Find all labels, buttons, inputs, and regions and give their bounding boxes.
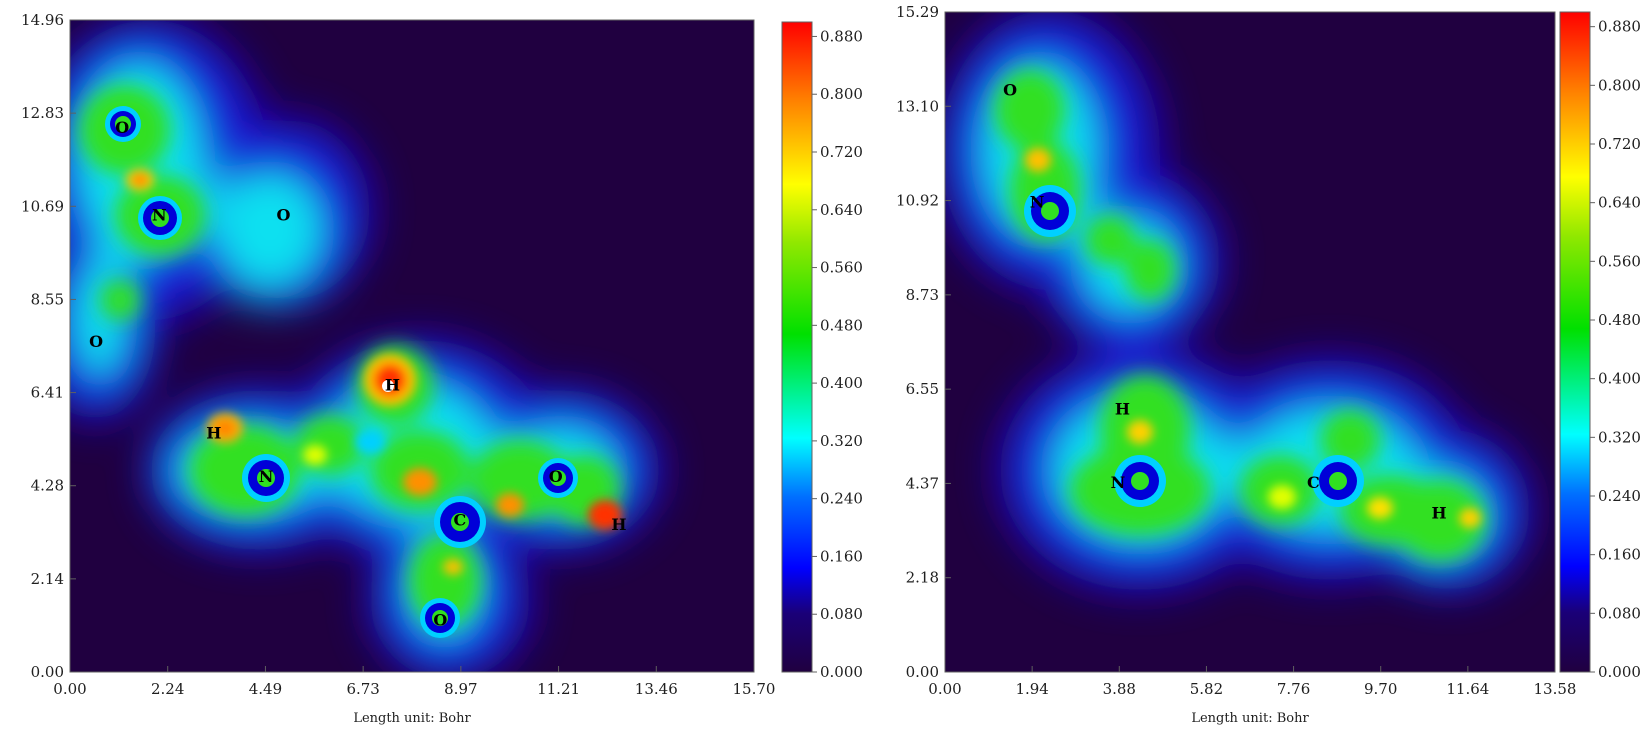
right-atom-labels: O N H N C H — [1003, 80, 1447, 522]
right-colorbar-tick-label: 0.400 — [1598, 370, 1641, 388]
left-y-tick-label: 12.83 — [21, 104, 64, 122]
left-x-tick-label: 2.24 — [151, 680, 184, 698]
left-colorbar-tick-label: 0.560 — [820, 259, 863, 277]
left-colorbar-gradient — [782, 22, 812, 672]
left-colorbar-tick-label: 0.880 — [820, 27, 863, 45]
right-x-tick-label: 11.64 — [1446, 680, 1489, 698]
right-x-axis-label: Length unit: Bohr — [1191, 711, 1309, 726]
right-x-axis: 0.00 1.94 3.88 5.82 7.76 9.70 11.64 13.58 — [928, 666, 1576, 698]
left-atom-label: O — [549, 467, 563, 486]
left-colorbar-tick-label: 0.720 — [820, 143, 863, 161]
left-atom-label: O — [115, 118, 129, 137]
right-y-tick-label: 6.55 — [906, 380, 939, 398]
right-x-tick-label: 3.88 — [1103, 680, 1136, 698]
left-x-axis-label: Length unit: Bohr — [353, 711, 471, 726]
left-atom-labels: O N O O H H N C O H O — [89, 118, 626, 629]
left-y-tick-label: 14.96 — [21, 11, 64, 29]
right-atom-label: H — [1115, 400, 1130, 419]
left-x-tick-label: 11.21 — [537, 680, 580, 698]
right-colorbar-tick-label: 0.720 — [1598, 135, 1641, 153]
right-y-tick-label: 13.10 — [896, 97, 939, 115]
left-colorbar-tick-label: 0.480 — [820, 316, 863, 334]
left-colorbar-tick-label: 0.240 — [820, 490, 863, 508]
right-density-field — [945, 12, 1555, 672]
left-colorbar-tick-label: 0.320 — [820, 432, 863, 450]
left-atom-label: N — [152, 205, 167, 224]
left-x-tick-label: 13.46 — [635, 680, 678, 698]
left-atom-label: N — [259, 467, 274, 486]
right-colorbar-tick-label: 0.800 — [1598, 76, 1641, 94]
right-y-axis: 0.00 2.18 4.37 6.55 8.73 10.92 13.10 15.29 — [896, 3, 951, 681]
right-colorbar-tick-label: 0.880 — [1598, 18, 1641, 36]
right-y-tick-label: 2.18 — [906, 569, 939, 587]
right-colorbar-tick-label: 0.240 — [1598, 487, 1641, 505]
left-atom-label: H — [206, 423, 221, 442]
right-heatmap-panel: O N H N C H 0.00 1.94 3.88 5.82 7.76 9.70 11.64 13.5… — [896, 3, 1641, 726]
left-y-tick-label: 6.41 — [31, 384, 64, 402]
right-x-tick-label: 13.58 — [1534, 680, 1577, 698]
right-colorbar-tick-label: 0.640 — [1598, 194, 1641, 212]
left-atom-label: O — [433, 611, 447, 630]
left-colorbar-tick-label: 0.080 — [820, 605, 863, 623]
right-colorbar-ticks: 0.000 0.080 0.160 0.240 0.320 0.400 0.480 0.560… — [1590, 18, 1641, 681]
left-x-tick-label: 0.00 — [53, 680, 86, 698]
left-y-tick-label: 0.00 — [31, 663, 64, 681]
left-atom-label: O — [89, 332, 103, 351]
right-y-tick-label: 15.29 — [896, 3, 939, 21]
left-atom-label: H — [385, 375, 400, 394]
right-atom-label: C — [1307, 473, 1320, 492]
left-y-tick-label: 10.69 — [21, 197, 64, 215]
left-colorbar-tick-label: 0.160 — [820, 547, 863, 565]
left-x-tick-label: 6.73 — [346, 680, 379, 698]
left-colorbar-tick-label: 0.640 — [820, 201, 863, 219]
right-y-tick-label: 4.37 — [906, 474, 939, 492]
left-atom-label: C — [454, 510, 467, 529]
left-colorbar-tick-label: 0.800 — [820, 85, 863, 103]
right-y-tick-label: 8.73 — [906, 286, 939, 304]
right-colorbar-tick-label: 0.320 — [1598, 428, 1641, 446]
right-colorbar-tick-label: 0.080 — [1598, 604, 1641, 622]
right-colorbar-tick-label: 0.480 — [1598, 311, 1641, 329]
left-atom-label: H — [611, 515, 626, 534]
right-colorbar: 0.000 0.080 0.160 0.240 0.320 0.400 0.480 0.560… — [1559, 11, 1641, 681]
right-atom-label: O — [1003, 80, 1017, 99]
right-x-tick-label: 9.70 — [1364, 680, 1397, 698]
right-plot-frame — [944, 11, 1556, 673]
left-density-field — [70, 20, 754, 672]
left-y-tick-label: 2.14 — [31, 570, 64, 588]
right-atom-label: N — [1030, 192, 1045, 211]
left-heatmap-panel: O N O O H H N C O H O 0.00 2.24 4.49 6.73 8.97 11.21 13.… — [21, 11, 863, 726]
right-colorbar-gradient — [1560, 12, 1590, 672]
right-colorbar-tick-label: 0.160 — [1598, 546, 1641, 564]
left-x-tick-label: 15.70 — [733, 680, 776, 698]
left-atom-label: O — [277, 205, 291, 224]
right-atom-label: N — [1111, 473, 1126, 492]
right-atom-label: H — [1432, 503, 1447, 522]
right-y-tick-label: 10.92 — [896, 192, 939, 210]
right-x-tick-label: 5.82 — [1190, 680, 1223, 698]
left-colorbar-tick-label: 0.400 — [820, 374, 863, 392]
right-y-tick-label: 0.00 — [906, 663, 939, 681]
right-x-tick-label: 7.76 — [1277, 680, 1310, 698]
right-colorbar-tick-label: 0.560 — [1598, 252, 1641, 270]
left-y-axis: 0.00 2.14 4.28 6.41 8.55 10.69 12.83 14.96 — [21, 11, 76, 681]
left-colorbar: 0.000 0.080 0.160 0.240 0.320 0.400 0.480 0.560… — [781, 21, 863, 681]
left-x-axis: 0.00 2.24 4.49 6.73 8.97 11.21 13.46 15.70 — [53, 666, 775, 698]
right-x-tick-label: 1.94 — [1015, 680, 1048, 698]
right-colorbar-tick-label: 0.000 — [1598, 663, 1641, 681]
right-x-tick-label: 0.00 — [928, 680, 961, 698]
left-colorbar-ticks: 0.000 0.080 0.160 0.240 0.320 0.400 0.480 0.560… — [812, 27, 863, 681]
left-x-tick-label: 8.97 — [444, 680, 477, 698]
left-y-tick-label: 8.55 — [31, 290, 64, 308]
left-y-tick-label: 4.28 — [31, 477, 64, 495]
left-plot-frame — [69, 19, 755, 673]
left-x-tick-label: 4.49 — [249, 680, 282, 698]
left-colorbar-tick-label: 0.000 — [820, 663, 863, 681]
